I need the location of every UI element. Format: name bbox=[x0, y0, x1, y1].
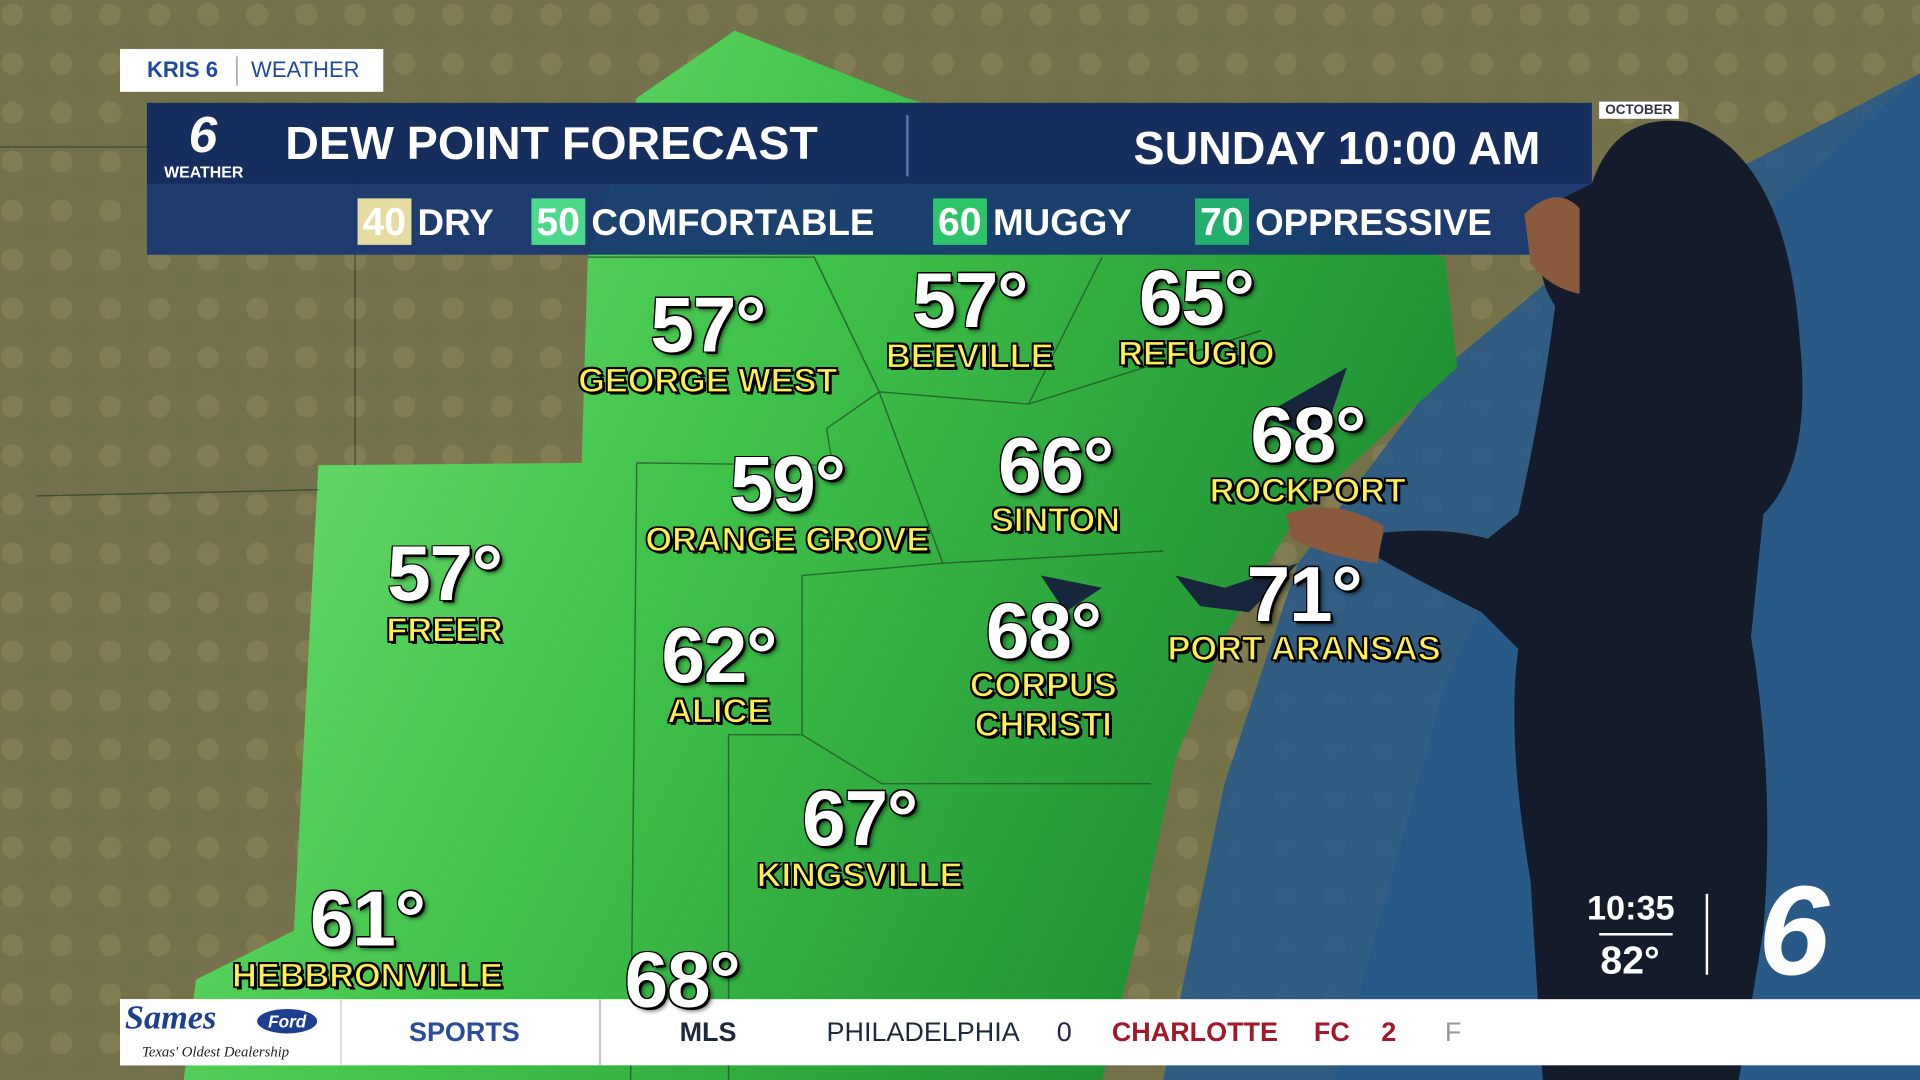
away-team: CHARLOTTE bbox=[1111, 1016, 1278, 1047]
city-name: KINGSVILLE bbox=[756, 855, 963, 894]
city-name: REFUGIO bbox=[1118, 334, 1275, 373]
legend-number: 50 bbox=[531, 198, 585, 245]
city-temperature: 67° bbox=[802, 773, 918, 863]
header-top bbox=[146, 102, 1592, 184]
section-name: WEATHER bbox=[251, 57, 360, 83]
city-name: HEBBRONVILLE bbox=[231, 956, 503, 995]
league: MLS bbox=[679, 1016, 737, 1047]
city-name: CORPUS CHRISTI bbox=[969, 666, 1117, 744]
city-temperature: 65° bbox=[1138, 253, 1255, 342]
logo-text: WEATHER bbox=[164, 162, 244, 182]
home-team: PHILADELPHIA bbox=[826, 1016, 1020, 1047]
game-status: F bbox=[1444, 1016, 1462, 1047]
divider bbox=[598, 999, 602, 1066]
map-tag: OCTOBER bbox=[1599, 101, 1679, 119]
legend-label: COMFORTABLE bbox=[591, 203, 875, 244]
title: DEW POINT FORECAST bbox=[285, 118, 818, 171]
divider bbox=[1705, 893, 1709, 975]
legend-label: DRY bbox=[417, 203, 494, 244]
clock-temperature: 82° bbox=[1600, 937, 1660, 983]
city-temperature: 71° bbox=[1246, 549, 1363, 638]
city-temperature: 66° bbox=[998, 421, 1114, 510]
presenter-hand bbox=[1285, 507, 1384, 564]
county-lines bbox=[0, 146, 1262, 1080]
city-name: ALICE bbox=[667, 691, 771, 730]
presenter-silhouette bbox=[1377, 120, 1803, 1080]
city-temperature: 68° bbox=[1250, 390, 1366, 479]
divider bbox=[236, 56, 238, 86]
city-temperature: 62° bbox=[661, 611, 777, 700]
legend-number: 70 bbox=[1195, 198, 1249, 245]
forecast-time: SUNDAY 10:00 AM bbox=[1133, 123, 1541, 176]
station-bug: KRIS 6 WEATHER bbox=[120, 48, 384, 92]
presenter-face bbox=[1524, 197, 1580, 294]
sponsor-name: Sames bbox=[124, 999, 217, 1038]
legend-label: OPPRESSIVE bbox=[1255, 203, 1492, 244]
sponsor-tagline: Texas' Oldest Dealership bbox=[142, 1043, 290, 1061]
city-temperature: 57° bbox=[387, 528, 503, 618]
city-temperature: 57° bbox=[650, 280, 766, 369]
city-name: GEORGE WEST bbox=[578, 361, 838, 400]
city-name: SINTON bbox=[990, 500, 1120, 539]
clock-time: 10:35 bbox=[1586, 888, 1675, 927]
city-name: FREER bbox=[386, 610, 503, 649]
away-score: 2 bbox=[1381, 1016, 1397, 1047]
city-name: ROCKPORT bbox=[1209, 471, 1406, 510]
away-suffix: FC bbox=[1313, 1016, 1350, 1047]
city-name: PORT ARANSAS bbox=[1167, 629, 1441, 668]
city-name: BEEVILLE bbox=[885, 336, 1054, 375]
legend-number: 60 bbox=[933, 198, 987, 245]
dew-point-area bbox=[183, 30, 1458, 1080]
station-name: KRIS 6 bbox=[146, 57, 218, 83]
ticker-section: SPORTS bbox=[408, 1016, 520, 1047]
bays bbox=[1040, 367, 1347, 613]
city-temperature: 57° bbox=[912, 255, 1028, 345]
divider bbox=[1599, 933, 1673, 936]
legend-label: MUGGY bbox=[993, 203, 1132, 244]
city-temperature: 59° bbox=[729, 439, 846, 528]
ticker bbox=[120, 999, 1920, 1066]
legend-number: 40 bbox=[357, 198, 411, 245]
city-temperature: 61° bbox=[309, 874, 426, 963]
sponsor-box: Sames Ford Texas' Oldest Dealership bbox=[120, 999, 342, 1066]
home-score: 0 bbox=[1056, 1016, 1072, 1047]
city-temperature: 68° bbox=[985, 586, 1102, 675]
sponsor-brand: Ford bbox=[257, 1008, 318, 1034]
city-temperature: 68° bbox=[624, 935, 741, 1024]
station-logo: 6 bbox=[1758, 860, 1830, 1003]
city-name: ORANGE GROVE bbox=[645, 520, 930, 559]
logo-number: 6 bbox=[188, 105, 218, 163]
divider bbox=[906, 115, 909, 177]
